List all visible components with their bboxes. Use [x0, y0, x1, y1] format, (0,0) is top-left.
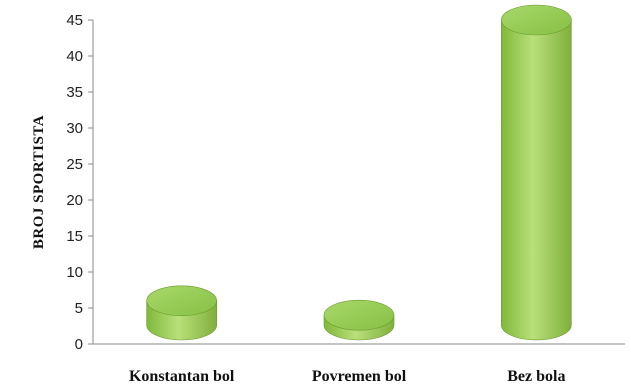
y-tick-label: 5: [75, 300, 83, 317]
y-tick-label: 10: [66, 264, 83, 281]
x-category-label: Konstantan bol: [129, 368, 235, 385]
y-tick-label: 30: [66, 120, 83, 137]
y-tick-label: 40: [66, 48, 83, 65]
bar-top: [146, 285, 217, 317]
bar-body: [501, 19, 572, 341]
bar-top: [323, 299, 395, 331]
y-tick-label: 45: [66, 12, 83, 29]
y-tick-label: 20: [66, 192, 83, 209]
y-tick-label: 15: [66, 228, 83, 245]
y-tick-label: 35: [66, 84, 83, 101]
y-tick-label: 25: [66, 156, 83, 173]
x-category-label: Bez bola: [507, 368, 565, 385]
bar: [146, 285, 217, 341]
bar: [501, 4, 572, 341]
x-category-label: Povremen bol: [312, 368, 407, 385]
bar-top: [501, 4, 572, 36]
y-axis-title: BROJ SPORTISTA: [31, 115, 47, 249]
bar: [323, 299, 395, 341]
y-tick-label: 0: [75, 336, 83, 353]
